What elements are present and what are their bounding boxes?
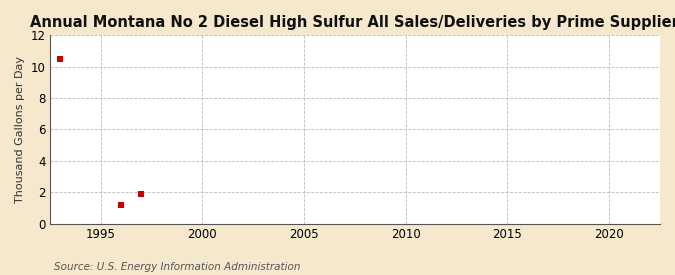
Title: Annual Montana No 2 Diesel High Sulfur All Sales/Deliveries by Prime Supplier: Annual Montana No 2 Diesel High Sulfur A… xyxy=(30,15,675,30)
Text: Source: U.S. Energy Information Administration: Source: U.S. Energy Information Administ… xyxy=(54,262,300,272)
Point xyxy=(55,57,65,61)
Point xyxy=(136,192,146,196)
Y-axis label: Thousand Gallons per Day: Thousand Gallons per Day xyxy=(15,56,25,203)
Point xyxy=(115,203,126,207)
